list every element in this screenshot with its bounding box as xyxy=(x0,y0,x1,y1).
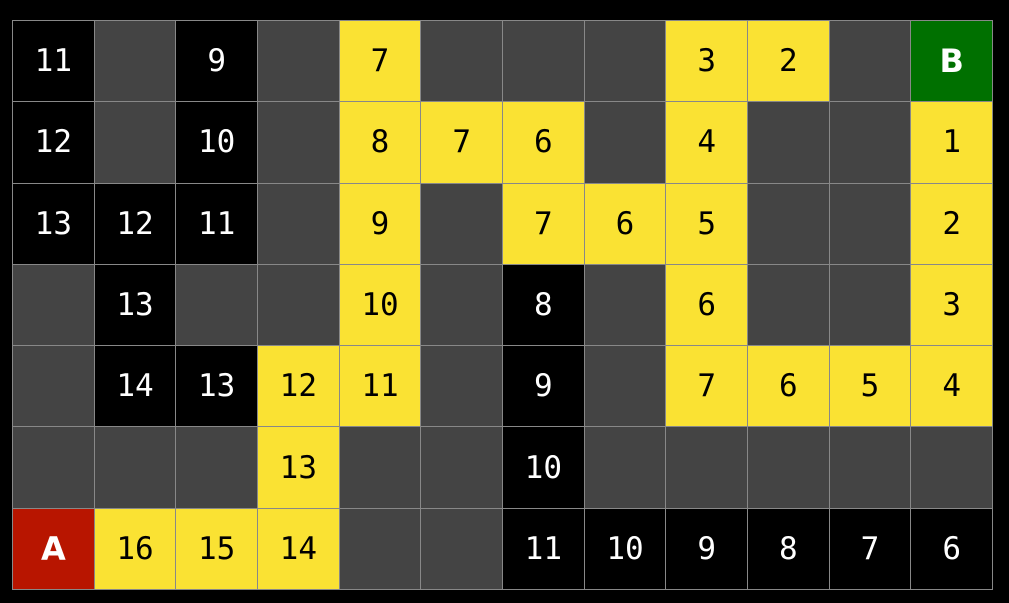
path-cell: 5 xyxy=(829,346,911,427)
path-cell: 7 xyxy=(421,102,502,183)
wall-cell xyxy=(339,427,421,508)
path-cell: 3 xyxy=(666,21,747,102)
wall-cell xyxy=(257,21,339,102)
explored-cell: 13 xyxy=(94,264,176,346)
explored-cell: 13 xyxy=(13,183,94,264)
path-cell: 2 xyxy=(747,21,829,102)
wall-cell xyxy=(176,264,257,346)
wall-cell xyxy=(13,427,94,508)
wall-cell xyxy=(747,264,829,346)
path-cell: 4 xyxy=(911,346,992,427)
wall-cell xyxy=(13,264,94,346)
wall-cell xyxy=(421,21,502,102)
path-cell: 10 xyxy=(339,264,421,346)
wall-cell xyxy=(257,102,339,183)
wall-cell xyxy=(94,102,176,183)
explored-cell: 8 xyxy=(502,264,584,346)
goal-cell: B xyxy=(911,21,992,102)
path-cell: 13 xyxy=(257,427,339,508)
path-cell: 14 xyxy=(257,508,339,589)
wall-cell xyxy=(94,21,176,102)
wall-cell xyxy=(829,183,911,264)
explored-cell: 12 xyxy=(94,183,176,264)
explored-cell: 9 xyxy=(666,508,747,589)
path-cell: 7 xyxy=(666,346,747,427)
wall-cell xyxy=(502,21,584,102)
path-cell: 6 xyxy=(584,183,666,264)
start-cell: A xyxy=(13,508,94,589)
path-cell: 1 xyxy=(911,102,992,183)
wall-cell xyxy=(747,427,829,508)
path-cell: 9 xyxy=(339,183,421,264)
wall-cell xyxy=(257,264,339,346)
wall-cell xyxy=(584,264,666,346)
wall-cell xyxy=(584,427,666,508)
wall-cell xyxy=(257,183,339,264)
wall-cell xyxy=(666,427,747,508)
explored-cell: 7 xyxy=(829,508,911,589)
path-cell: 12 xyxy=(257,346,339,427)
wall-cell xyxy=(829,102,911,183)
wall-cell xyxy=(13,346,94,427)
wall-cell xyxy=(176,427,257,508)
explored-cell: 11 xyxy=(176,183,257,264)
path-cell: 8 xyxy=(339,102,421,183)
path-cell: 7 xyxy=(502,183,584,264)
explored-cell: 11 xyxy=(502,508,584,589)
path-cell: 4 xyxy=(666,102,747,183)
wall-cell xyxy=(421,264,502,346)
wall-cell xyxy=(829,264,911,346)
path-cell: 6 xyxy=(747,346,829,427)
explored-cell: 6 xyxy=(911,508,992,589)
explored-cell: 14 xyxy=(94,346,176,427)
path-cell: 16 xyxy=(94,508,176,589)
path-cell: 15 xyxy=(176,508,257,589)
explored-cell: 9 xyxy=(502,346,584,427)
wall-cell xyxy=(94,427,176,508)
path-cell: 6 xyxy=(502,102,584,183)
wall-cell xyxy=(911,427,992,508)
explored-cell: 12 xyxy=(13,102,94,183)
explored-cell: 8 xyxy=(747,508,829,589)
wall-cell xyxy=(747,183,829,264)
wall-cell xyxy=(584,102,666,183)
wall-cell xyxy=(829,21,911,102)
wall-cell xyxy=(829,427,911,508)
wall-cell xyxy=(339,508,421,589)
explored-cell: 9 xyxy=(176,21,257,102)
wall-cell xyxy=(584,21,666,102)
explored-cell: 10 xyxy=(502,427,584,508)
wall-cell xyxy=(421,346,502,427)
path-cell: 5 xyxy=(666,183,747,264)
path-cell: 6 xyxy=(666,264,747,346)
maze-grid: 11 9 7 3 2 B 12 10 8 7 6 4 1 13 12 11 9 7 6 5 2 13 10 8 6 3 14 13 12… xyxy=(12,20,993,590)
wall-cell xyxy=(747,102,829,183)
wall-cell xyxy=(584,346,666,427)
wall-cell xyxy=(421,508,502,589)
wall-cell xyxy=(421,183,502,264)
explored-cell: 11 xyxy=(13,21,94,102)
path-cell: 3 xyxy=(911,264,992,346)
path-cell: 2 xyxy=(911,183,992,264)
explored-cell: 13 xyxy=(176,346,257,427)
path-cell: 7 xyxy=(339,21,421,102)
explored-cell: 10 xyxy=(584,508,666,589)
wall-cell xyxy=(421,427,502,508)
path-cell: 11 xyxy=(339,346,421,427)
explored-cell: 10 xyxy=(176,102,257,183)
